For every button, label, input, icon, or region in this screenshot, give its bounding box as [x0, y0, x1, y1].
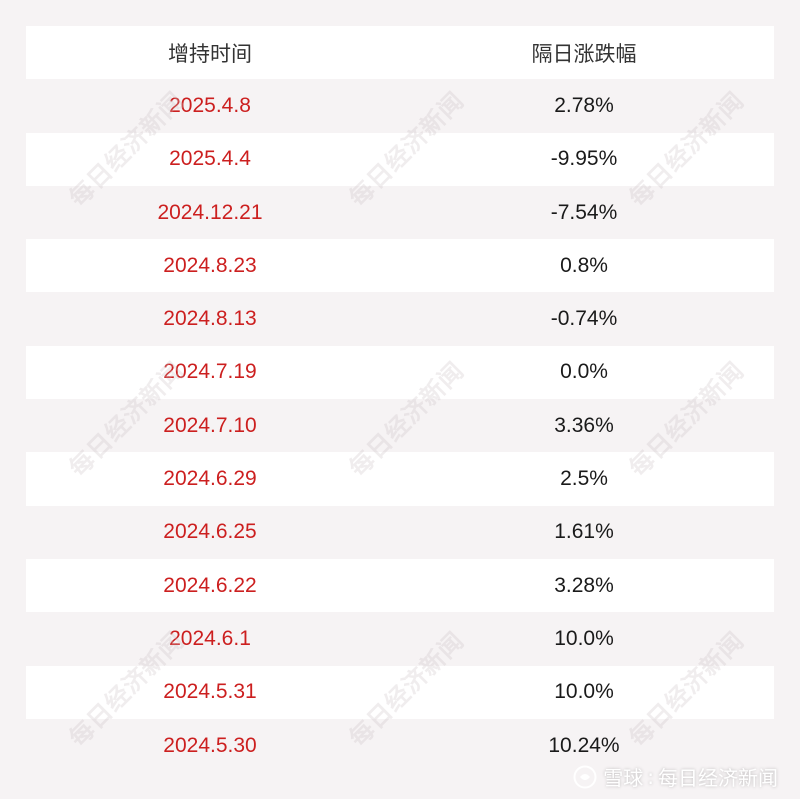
change-cell: 0.8% — [560, 253, 608, 277]
date-cell: 2024.7.10 — [163, 413, 257, 437]
footer-platform: 雪球 — [603, 766, 644, 790]
table-row: 2024.8.23 0.8% — [26, 239, 774, 293]
change-cell: 3.28% — [554, 573, 614, 597]
table-row: 2024.12.21 -7.54% — [26, 185, 774, 240]
date-cell: 2025.4.8 — [169, 93, 251, 117]
table-row: 2024.5.30 10.24% — [26, 718, 774, 773]
footer-brand: 雪球 : 每日经济新闻 — [573, 762, 778, 791]
snowball-logo-icon — [573, 765, 597, 788]
date-cell: 2024.7.19 — [163, 360, 257, 384]
table-row: 2024.6.22 3.28% — [26, 558, 774, 613]
date-cell: 2024.5.31 — [163, 680, 257, 704]
table-row: 2024.8.13 -0.74% — [26, 292, 774, 346]
change-cell: 10.0% — [554, 626, 614, 650]
date-cell: 2025.4.4 — [169, 147, 251, 171]
change-cell: -7.54% — [550, 200, 618, 224]
change-cell: 2.78% — [554, 93, 614, 117]
change-cell: 0.0% — [560, 360, 608, 384]
date-cell: 2024.6.22 — [163, 573, 257, 597]
change-cell: -9.95% — [550, 147, 618, 171]
header-date: 增持时间 — [168, 41, 252, 66]
change-cell: 2.5% — [560, 467, 608, 491]
date-cell: 2024.8.13 — [163, 307, 257, 331]
table-row: 2024.7.19 0.0% — [26, 345, 774, 400]
date-cell: 2024.5.30 — [163, 733, 257, 757]
date-cell: 2024.6.1 — [169, 626, 251, 650]
change-cell: 10.24% — [548, 733, 620, 757]
date-cell: 2024.6.25 — [163, 520, 257, 544]
change-cell: 1.61% — [554, 520, 614, 544]
table-header-row: 增持时间 隔日涨跌幅 — [26, 26, 774, 80]
header-change: 隔日涨跌幅 — [531, 41, 637, 66]
table-row: 2024.7.10 3.36% — [26, 399, 774, 453]
date-cell: 2024.12.21 — [157, 200, 263, 224]
table-row: 2024.6.25 1.61% — [26, 505, 774, 559]
date-cell: 2024.8.23 — [163, 253, 257, 277]
change-cell: 3.36% — [554, 413, 614, 437]
change-cell: -0.74% — [550, 307, 618, 331]
table-row: 2024.5.31 10.0% — [26, 665, 774, 719]
data-table: 增持时间 隔日涨跌幅 2025.4.8 2.78% 2025.4.4 -9.95… — [26, 26, 774, 773]
table-row: 2025.4.8 2.78% — [26, 79, 774, 133]
table-row: 2024.6.1 10.0% — [26, 612, 774, 666]
table-row: 2024.6.29 2.5% — [26, 452, 774, 506]
footer-separator: : — [647, 764, 654, 789]
footer-author: 每日经济新闻 — [658, 766, 778, 790]
table-row: 2025.4.4 -9.95% — [26, 132, 774, 186]
date-cell: 2024.6.29 — [163, 467, 257, 491]
change-cell: 10.0% — [554, 680, 614, 704]
